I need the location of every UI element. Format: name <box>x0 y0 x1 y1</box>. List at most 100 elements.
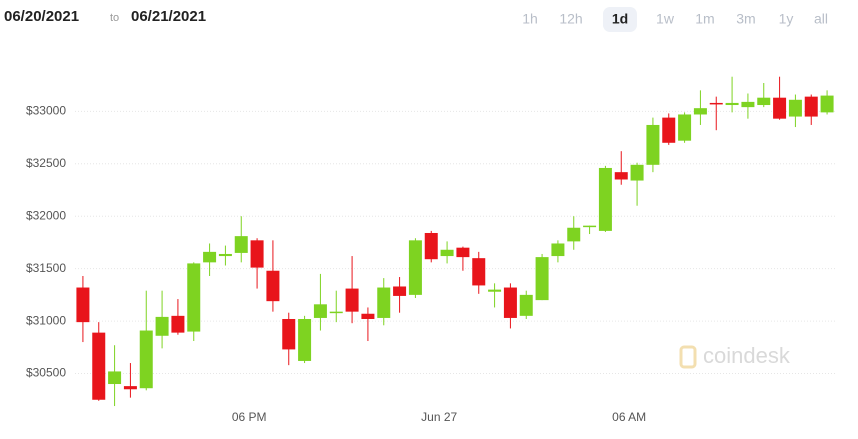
candle <box>646 117 660 173</box>
candle-body <box>298 318 312 361</box>
candle-body <box>171 315 185 333</box>
candle <box>329 290 343 323</box>
date-from: 06/20/2021 <box>4 8 79 25</box>
candle-body <box>630 164 644 181</box>
candle <box>693 90 707 125</box>
range-button[interactable]: all <box>814 11 828 27</box>
candle-body <box>773 97 787 119</box>
candle-body <box>266 270 280 302</box>
range-button[interactable]: 3m <box>736 11 755 27</box>
candle <box>234 216 248 263</box>
candle-body <box>92 332 106 400</box>
candle <box>250 238 264 289</box>
candle-body <box>203 251 217 263</box>
range-button[interactable]: 1m <box>695 11 714 27</box>
candle <box>139 290 153 391</box>
candle <box>725 76 739 113</box>
candle-body <box>678 114 692 141</box>
range-button[interactable]: 1d <box>612 11 628 27</box>
candle-body <box>408 240 422 295</box>
candle <box>123 363 137 398</box>
candle <box>424 230 438 263</box>
candle-body <box>503 287 517 318</box>
candle <box>361 307 375 342</box>
candle-body <box>662 117 676 143</box>
candle <box>614 151 628 185</box>
x-tick-label: 06 AM <box>612 410 646 424</box>
candle-body <box>393 286 407 296</box>
candle-body <box>614 172 628 180</box>
candle <box>773 76 787 120</box>
candle-body <box>567 227 581 242</box>
candle-body <box>313 304 327 318</box>
watermark: coindesk <box>679 343 791 369</box>
date-to: 06/21/2021 <box>131 8 206 25</box>
candle-body <box>329 311 343 314</box>
x-tick-label: 06 PM <box>232 410 267 424</box>
candle <box>218 245 232 266</box>
candle <box>187 262 201 342</box>
candle-body <box>440 249 454 257</box>
y-tick-label: $32000 <box>26 208 66 222</box>
y-tick-label: $33000 <box>26 103 66 117</box>
date-to-word: to <box>110 12 119 24</box>
candle-body <box>155 316 169 336</box>
candle-body <box>108 371 122 385</box>
candle <box>266 240 280 312</box>
candle <box>519 290 533 319</box>
range-selected-bg <box>603 7 637 32</box>
candle-body <box>646 124 660 165</box>
candle <box>313 273 327 331</box>
candle <box>108 345 122 407</box>
candle-body <box>788 99 802 117</box>
y-tick-label: $31000 <box>26 313 66 327</box>
candle-body <box>757 97 771 106</box>
candle-body <box>377 287 391 318</box>
candle-body <box>361 313 375 319</box>
candle-body <box>804 96 818 117</box>
candle <box>171 299 185 335</box>
range-button[interactable]: 1w <box>656 11 675 27</box>
candle-body <box>583 225 597 228</box>
candle-body <box>123 386 137 390</box>
candle-body <box>488 289 502 292</box>
y-tick-label: $30500 <box>26 366 66 380</box>
candle <box>598 165 612 232</box>
candle-body <box>693 108 707 115</box>
candle <box>203 243 217 276</box>
watermark-text: coindesk <box>703 343 791 368</box>
y-tick-label: $32500 <box>26 156 66 170</box>
candle <box>282 312 296 366</box>
candle <box>741 93 755 119</box>
candle <box>678 112 692 143</box>
candle <box>503 283 517 329</box>
range-button[interactable]: 12h <box>559 11 582 27</box>
candle <box>662 113 676 145</box>
candle-body <box>551 243 565 257</box>
candle-body <box>234 236 248 253</box>
candle-body <box>187 263 201 332</box>
candle <box>488 283 502 308</box>
candle-body <box>76 287 90 323</box>
candle-body <box>424 232 438 260</box>
candle <box>345 256 359 324</box>
candle <box>377 278 391 326</box>
candle-body <box>598 167 612 231</box>
candle-body <box>472 258 486 286</box>
candle-body <box>725 102 739 106</box>
candle-body <box>218 253 232 257</box>
candle-body <box>535 257 549 301</box>
candle <box>472 251 486 294</box>
candle-body <box>250 240 264 268</box>
candle-body <box>820 95 834 113</box>
y-tick-label: $31500 <box>26 261 66 275</box>
candle <box>804 94 818 125</box>
range-button[interactable]: 1h <box>522 11 538 27</box>
candle-body <box>519 294 533 316</box>
candle <box>92 322 106 401</box>
range-button[interactable]: 1y <box>779 11 794 27</box>
watermark-logo <box>679 345 697 369</box>
candle <box>456 246 470 271</box>
candle <box>408 238 422 299</box>
